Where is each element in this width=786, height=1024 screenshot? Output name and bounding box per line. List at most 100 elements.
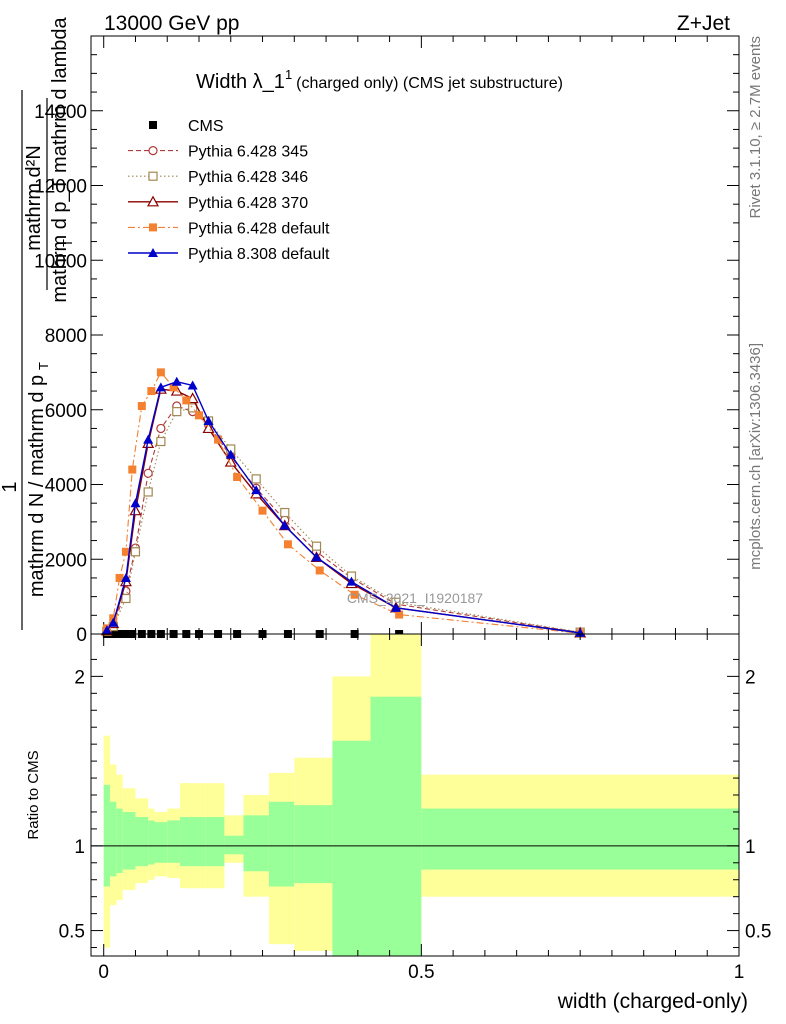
data-point [311, 552, 322, 562]
data-point [121, 547, 130, 556]
data-point [225, 449, 236, 459]
data-point [195, 411, 203, 420]
data-point [280, 507, 290, 518]
data-point [350, 590, 359, 599]
legend-marker [148, 248, 158, 257]
title-sup: 1 [285, 67, 292, 82]
data-point [283, 540, 292, 549]
data-point [315, 566, 324, 575]
uncertainty-band-inner [103, 784, 111, 887]
legend-marker [148, 171, 158, 181]
data-point [129, 504, 142, 516]
y-tick-label: 0 [76, 625, 87, 646]
data-point [143, 487, 153, 497]
data-point [395, 610, 404, 619]
ratio-xlabel: width (charged-only) [557, 990, 748, 1013]
legend-label: Pythia 6.428 346 [188, 169, 308, 186]
data-point [130, 498, 141, 508]
uncertainty-band-inner [224, 835, 244, 855]
main-title: Width λ_11 (charged only) (CMS jet substr… [196, 67, 563, 93]
data-point [156, 423, 166, 434]
legend-label: Pythia 8.308 default [188, 246, 330, 263]
ratio-y-tick-label-right: 1 [745, 837, 756, 858]
data-point [108, 617, 119, 627]
ratio-panel: 0.5 0.51 12 20 0.5 1 Ratio to CMS width (char… [25, 633, 771, 1013]
ratio-y-tick-label: 2 [74, 667, 85, 688]
data-point [224, 455, 237, 467]
data-point [143, 468, 153, 478]
ylabel-sub: T [60, 239, 75, 247]
legend-marker [149, 121, 157, 129]
ratio-y-tick-label-right: 2 [745, 667, 756, 688]
main-ylabel: 1 mathrm d N / mathrm d p T mathrm d²N m… [0, 16, 75, 630]
legend-item: Pythia 6.428 370 [128, 195, 308, 212]
uncertainty-band-inner [154, 822, 168, 863]
uncertainty-band-inner [122, 811, 136, 870]
data-point [188, 403, 198, 413]
data-point [214, 435, 223, 444]
y-tick-label: 8000 [45, 326, 87, 347]
data-point [311, 541, 322, 551]
ratio-frame [90, 633, 740, 957]
y-tick-label: 2000 [45, 550, 87, 571]
ratio-bands [91, 634, 739, 956]
data-point [143, 434, 154, 444]
watermark: CMS_2021_I1920187 [347, 590, 483, 606]
legend-label: Pythia 6.428 default [188, 220, 330, 237]
uncertainty-band-inner [205, 817, 225, 867]
data-point [251, 485, 262, 495]
ylabel-left-denom: mathrm d N / mathrm d p [26, 375, 48, 597]
header-right: Z+Jet [677, 12, 730, 35]
legend-marker [148, 146, 158, 156]
side-text-top: Rivet 3.1.10, ≥ 2.7M events [747, 36, 764, 219]
legend-item: Pythia 6.428 default [128, 220, 330, 237]
legend-label: CMS [188, 118, 224, 135]
ratio-axes: 0.5 0.51 12 20 0.5 1 [59, 634, 771, 983]
x-tick-label: 1 [734, 962, 745, 983]
uncertainty-band-inner [243, 815, 269, 872]
title-main: Width λ_1 [196, 71, 285, 93]
title-rest: (charged only) (CMS jet substructure) [296, 75, 563, 92]
uncertainty-band-inner [370, 696, 422, 956]
uncertainty-band-inner [421, 808, 739, 870]
ratio-y-tick-label: 1 [74, 837, 85, 858]
legend: CMS Pythia 6.428 345 Pythia 6.428 346 Pythi… [128, 118, 330, 263]
legend-item: Pythia 6.428 346 [128, 169, 308, 186]
data-point [233, 473, 242, 482]
series-line [106, 380, 581, 634]
uncertainty-band-inner [294, 805, 333, 884]
data-point [128, 465, 137, 474]
x-tick-label: 0.5 [408, 962, 434, 983]
data-point [120, 572, 131, 582]
ylabel-numer: mathrm d²N [23, 145, 45, 251]
data-point [130, 547, 141, 557]
data-point [115, 573, 124, 582]
data-point [137, 402, 146, 411]
uncertainty-band-inner [148, 820, 155, 865]
series-5 [101, 376, 586, 637]
legend-item: CMS [149, 118, 224, 135]
ratio-y-tick-label: 0.5 [59, 922, 85, 943]
uncertainty-band-inner [116, 808, 123, 873]
data-point [203, 415, 214, 425]
data-point [390, 602, 401, 612]
data-point [156, 368, 165, 377]
legend-item: Pythia 8.308 default [128, 246, 330, 263]
uncertainty-band-inner [179, 817, 206, 867]
data-point [182, 396, 191, 405]
data-point [101, 625, 112, 635]
y-tick-label: 4000 [45, 476, 87, 497]
data-point [346, 576, 357, 586]
data-point [155, 382, 166, 392]
uncertainty-band-inner [332, 740, 371, 956]
legend-item: Pythia 6.428 345 [128, 144, 308, 161]
legend-marker [149, 223, 157, 232]
data-point [156, 436, 166, 447]
legend-marker [146, 195, 160, 207]
uncertainty-band-inner [135, 817, 149, 867]
ylabel-left-sub: T [36, 362, 51, 370]
legend-label: Pythia 6.428 370 [188, 195, 308, 212]
data-point [121, 593, 131, 604]
uncertainty-band-inner [268, 801, 295, 887]
